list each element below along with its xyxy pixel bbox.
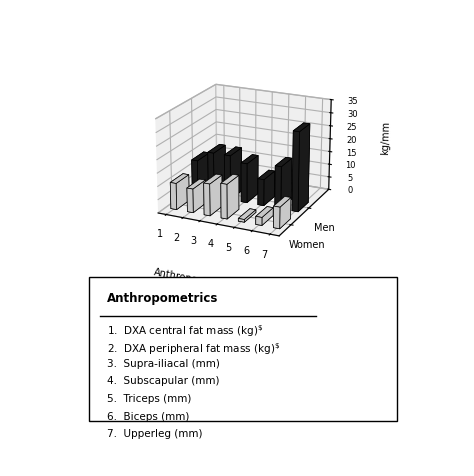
X-axis label: Anthropometrics: Anthropometrics	[153, 268, 235, 292]
Text: 3.  Supra-iliacal (mm): 3. Supra-iliacal (mm)	[107, 358, 220, 368]
Text: 1.  DXA central fat mass (kg)$^{\$}$: 1. DXA central fat mass (kg)$^{\$}$	[107, 323, 264, 339]
Text: 5.  Triceps (mm): 5. Triceps (mm)	[107, 394, 191, 404]
Text: 2.  DXA peripheral fat mass (kg)$^{\$}$: 2. DXA peripheral fat mass (kg)$^{\$}$	[107, 341, 280, 357]
Bar	[89, 277, 397, 421]
Text: 4.  Subscapular (mm): 4. Subscapular (mm)	[107, 376, 219, 386]
Text: Anthropometrics: Anthropometrics	[107, 292, 219, 305]
Text: 6.  Biceps (mm): 6. Biceps (mm)	[107, 412, 190, 422]
Text: 7.  Upperleg (mm): 7. Upperleg (mm)	[107, 429, 202, 439]
